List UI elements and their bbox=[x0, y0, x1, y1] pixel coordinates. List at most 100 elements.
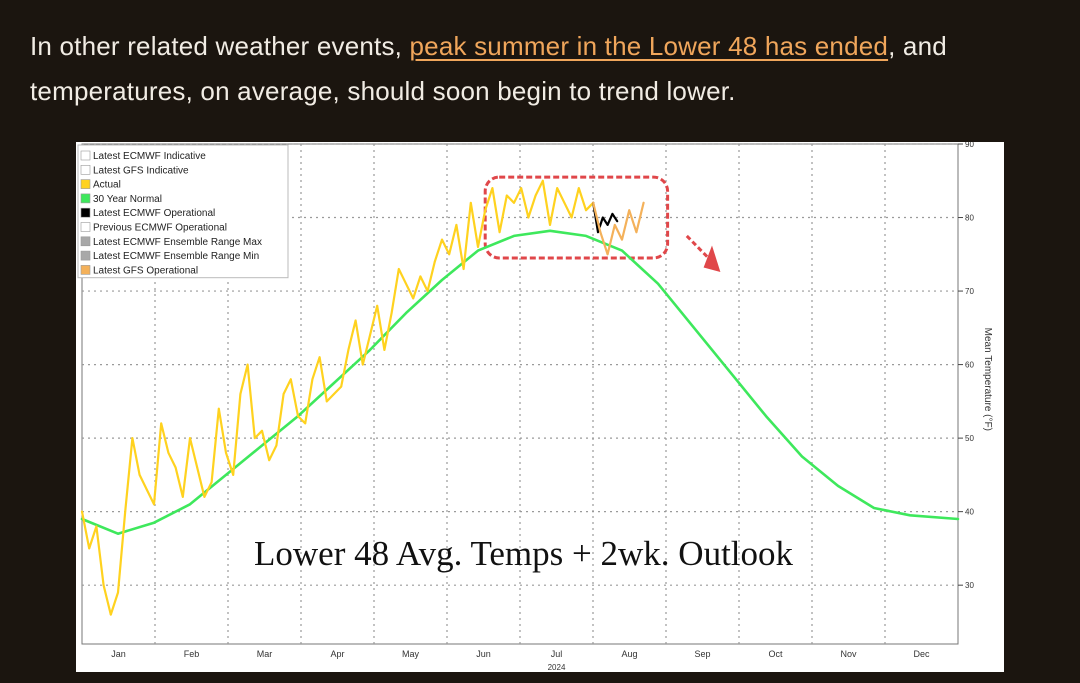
data-point bbox=[131, 437, 134, 439]
data-point bbox=[167, 451, 170, 454]
legend-swatch bbox=[80, 193, 91, 204]
data-point bbox=[325, 400, 328, 403]
data-point bbox=[376, 304, 379, 307]
data-point bbox=[174, 466, 177, 469]
data-point bbox=[217, 407, 220, 410]
data-point bbox=[505, 194, 508, 197]
y-tick-label: 90 bbox=[965, 142, 974, 149]
data-point bbox=[340, 385, 343, 388]
data-point bbox=[621, 249, 623, 252]
data-point bbox=[397, 268, 400, 270]
temperature-chart: 30 40 50 60 70 80 90 Jan Feb Mar Apr May Jun Jul Aug Se… bbox=[77, 140, 993, 672]
series-line bbox=[592, 201, 645, 256]
data-point bbox=[304, 422, 307, 425]
data-point bbox=[289, 378, 292, 381]
x-tick-label: Jan bbox=[111, 649, 126, 659]
data-point bbox=[138, 474, 141, 476]
legend-swatch bbox=[80, 150, 91, 161]
data-point bbox=[433, 260, 436, 263]
data-point bbox=[333, 382, 335, 384]
data-point bbox=[563, 201, 566, 204]
data-point bbox=[246, 363, 249, 366]
legend-label: Latest ECMWF Operational bbox=[93, 208, 215, 219]
data-point bbox=[635, 231, 638, 234]
x-tick-label: Aug bbox=[621, 649, 637, 659]
highlight-box bbox=[483, 175, 670, 260]
data-point bbox=[160, 422, 163, 425]
data-point bbox=[448, 253, 451, 256]
data-point bbox=[95, 525, 98, 528]
data-point bbox=[124, 510, 127, 513]
data-point bbox=[801, 455, 803, 458]
series-line bbox=[80, 179, 595, 616]
data-point bbox=[225, 451, 227, 454]
data-point bbox=[765, 415, 767, 417]
data-point bbox=[109, 613, 112, 616]
data-point bbox=[606, 253, 609, 256]
data-point bbox=[729, 371, 731, 373]
data-point bbox=[585, 209, 587, 212]
data-point bbox=[520, 187, 523, 189]
x-tick-label: Apr bbox=[330, 649, 344, 659]
data-point bbox=[441, 238, 443, 241]
y-axis-label: Mean Temperature (°F) bbox=[982, 328, 993, 431]
data-point bbox=[361, 363, 364, 366]
data-point bbox=[469, 201, 472, 204]
data-point bbox=[261, 429, 263, 432]
data-point bbox=[611, 213, 614, 215]
legend-swatch bbox=[80, 265, 91, 275]
data-point bbox=[957, 518, 959, 520]
article-text-before: In other related weather events, bbox=[30, 31, 410, 61]
legend-swatch bbox=[80, 222, 91, 232]
x-tick-label: Oct bbox=[768, 649, 783, 659]
data-point bbox=[81, 510, 83, 513]
data-point bbox=[268, 459, 271, 462]
data-point bbox=[390, 312, 393, 314]
chart-grid bbox=[81, 143, 959, 645]
legend-swatch bbox=[80, 179, 91, 189]
chart-legend: Latest ECMWF Indicative Latest GFS Indica… bbox=[77, 144, 289, 279]
series-line bbox=[592, 201, 619, 234]
legend-swatch bbox=[80, 236, 91, 247]
data-point bbox=[462, 268, 465, 270]
data-point bbox=[484, 209, 487, 212]
series-layer bbox=[80, 179, 960, 616]
year-label: 2024 bbox=[548, 663, 566, 672]
legend-label: Latest ECMWF Ensemble Range Min bbox=[93, 251, 259, 262]
data-point bbox=[275, 444, 278, 447]
data-point bbox=[210, 481, 213, 484]
legend-label: 30 Year Normal bbox=[93, 194, 162, 205]
legend-label: Latest GFS Indicative bbox=[93, 165, 189, 176]
data-point bbox=[621, 238, 623, 241]
data-point bbox=[117, 532, 119, 535]
data-point bbox=[145, 488, 148, 491]
data-point bbox=[585, 235, 587, 237]
data-point bbox=[534, 194, 537, 197]
data-point bbox=[909, 514, 911, 517]
chart-title: Lower 48 Avg. Temps + 2wk. Outlook bbox=[254, 534, 794, 573]
chart-image: 30 40 50 60 70 80 90 Jan Feb Mar Apr May Jun Jul Aug Se… bbox=[76, 140, 1004, 672]
data-point bbox=[232, 474, 235, 476]
data-point bbox=[597, 231, 599, 234]
data-point bbox=[261, 444, 263, 447]
data-point bbox=[426, 290, 429, 292]
data-point bbox=[196, 466, 199, 469]
data-point bbox=[419, 275, 422, 278]
legend-label: Actual bbox=[93, 180, 121, 191]
data-point bbox=[189, 437, 191, 439]
y-tick-label: 40 bbox=[965, 508, 974, 517]
legend-label: Latest GFS Operational bbox=[93, 265, 198, 276]
data-point bbox=[88, 547, 91, 550]
data-point bbox=[189, 503, 191, 506]
y-tick-label: 30 bbox=[965, 581, 974, 590]
highlight-layer bbox=[483, 175, 721, 272]
data-point bbox=[491, 187, 494, 189]
data-point bbox=[412, 297, 415, 300]
data-point bbox=[253, 437, 256, 439]
article-link[interactable]: peak summer in the Lower 48 has ended bbox=[409, 31, 889, 61]
x-tick-label: Feb bbox=[184, 649, 200, 659]
data-point bbox=[282, 393, 285, 395]
x-tick-label: May bbox=[402, 649, 420, 659]
article-paragraph: In other related weather events, peak su… bbox=[30, 24, 1060, 114]
data-point bbox=[549, 224, 551, 226]
